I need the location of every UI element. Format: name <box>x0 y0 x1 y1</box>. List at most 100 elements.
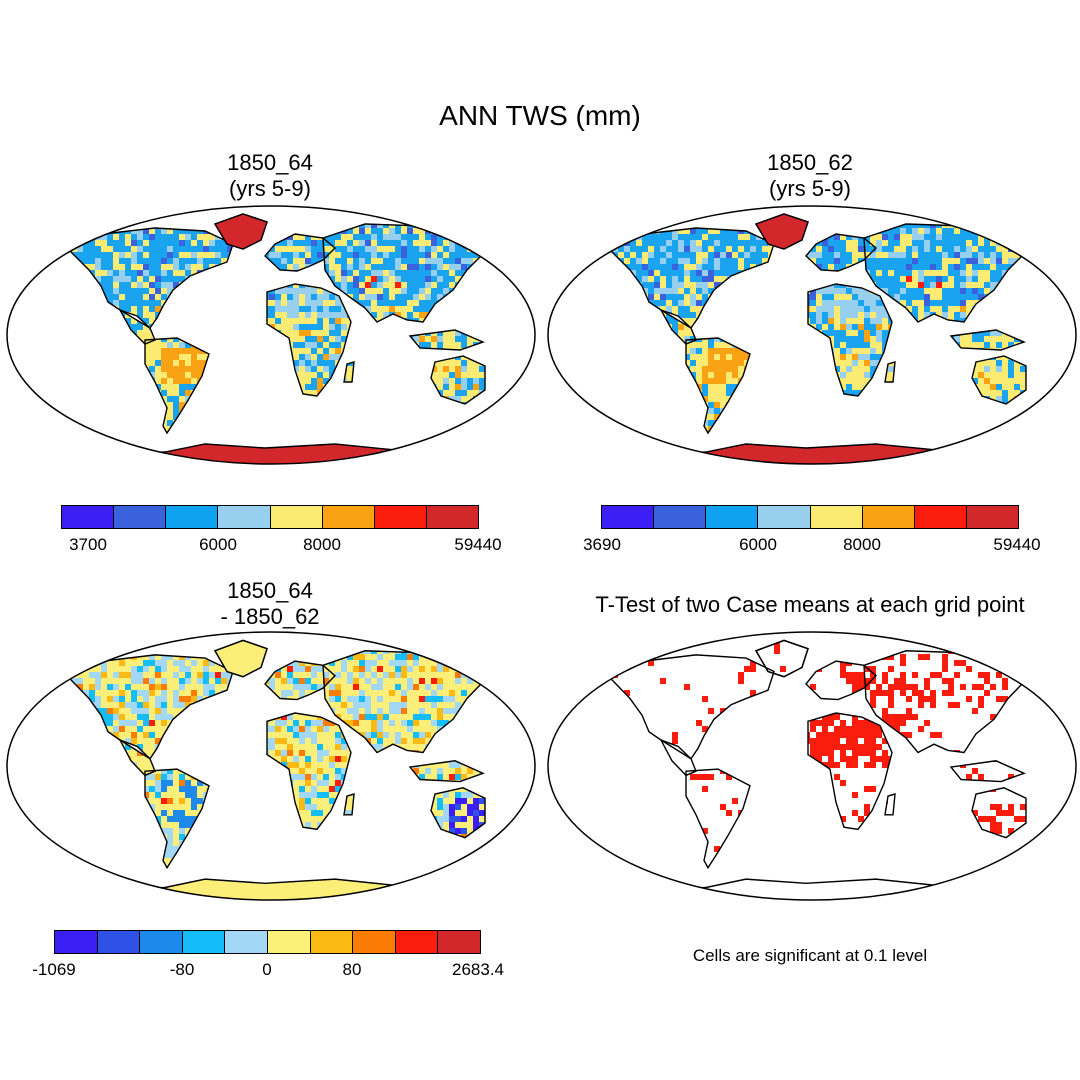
colorbar-difference-label: 0 <box>262 960 272 979</box>
cb1-swatch <box>114 506 167 528</box>
cb1-swatch <box>166 506 219 528</box>
map-border <box>6 205 536 465</box>
colorbar-panel1-label: 6000 <box>199 535 237 554</box>
antarctica <box>98 878 485 900</box>
panel1-title-line2: (yrs 5-9) <box>229 176 311 201</box>
coastline <box>884 361 896 383</box>
panel4-title: T-Test of two Case means at each grid po… <box>595 592 1025 617</box>
coastline <box>343 793 355 816</box>
coastline <box>971 787 1027 839</box>
coastline <box>949 329 1026 351</box>
panel1-title-line1: 1850_64 <box>227 150 313 175</box>
coastline <box>63 227 234 330</box>
cb2-swatch <box>966 506 1018 528</box>
map-panel-1850-64 <box>6 205 536 465</box>
cb1-swatch <box>62 506 115 528</box>
cb3-swatch <box>140 931 183 953</box>
cb2-swatch <box>810 506 863 528</box>
cb3-swatch <box>55 931 98 953</box>
cb2-swatch <box>706 506 759 528</box>
cb1-swatch <box>374 506 427 528</box>
colorbar-difference-label: 80 <box>342 960 362 979</box>
cb2-swatch <box>654 506 707 528</box>
cb3-swatch <box>97 931 141 953</box>
cb3-swatch <box>267 931 311 953</box>
map-panel-difference <box>6 631 536 901</box>
coastline <box>264 660 337 701</box>
coastline <box>504 834 514 853</box>
panel3-title: 1850_64 - 1850_62 <box>130 578 410 630</box>
colorbar-panel1-label: 3700 <box>69 535 107 554</box>
cb1-swatch <box>322 506 375 528</box>
coastline <box>63 654 234 760</box>
coastline <box>144 768 210 870</box>
panel3-title-line2: - 1850_62 <box>220 604 320 629</box>
cb3-swatch <box>225 931 268 953</box>
coastline <box>807 283 893 397</box>
colorbar-difference-label: -1069 <box>32 960 76 979</box>
map-border <box>6 631 536 901</box>
coastline <box>1045 400 1055 419</box>
cb1-swatch <box>270 506 323 528</box>
coastline <box>604 227 775 330</box>
coastline <box>430 787 486 839</box>
coastline <box>971 355 1027 405</box>
panel1-title: 1850_64 (yrs 5-9) <box>130 150 410 202</box>
coastline <box>685 768 751 870</box>
colorbar-difference <box>54 930 481 954</box>
significance-note: Cells are significant at 0.1 level <box>692 946 928 965</box>
panel3-title-line1: 1850_64 <box>227 578 313 603</box>
colorbar-panel2-label: 6000 <box>739 535 777 554</box>
map-panel-1850-62 <box>547 205 1077 465</box>
coastline <box>118 738 156 777</box>
colorbar-panel2-label: 3690 <box>583 535 621 554</box>
coastline <box>118 308 156 345</box>
panel2-title-line2: (yrs 5-9) <box>769 176 851 201</box>
map-panel-ttest <box>547 631 1077 901</box>
coastline <box>604 654 775 760</box>
cb2-swatch <box>602 506 655 528</box>
coastline <box>266 283 352 397</box>
cb2-swatch <box>914 506 967 528</box>
cb2-swatch <box>862 506 915 528</box>
coastline <box>949 760 1026 783</box>
antarctica <box>639 878 1026 900</box>
coastline <box>408 760 485 783</box>
coastline <box>884 793 896 816</box>
colorbar-difference-label: 2683.4 <box>452 960 504 979</box>
cb3-swatch <box>353 931 396 953</box>
antarctica <box>639 443 1026 464</box>
coastline <box>430 355 486 405</box>
cb1-swatch <box>218 506 271 528</box>
figure-title: ANN TWS (mm) <box>439 100 641 131</box>
colorbar-panel2 <box>601 505 1019 529</box>
coastline <box>343 361 355 383</box>
coastline <box>659 738 697 777</box>
coastline <box>408 329 485 351</box>
cb1-swatch <box>426 506 478 528</box>
cb3-swatch <box>310 931 354 953</box>
panel2-title: 1850_62 (yrs 5-9) <box>670 150 950 202</box>
coastline <box>807 712 893 831</box>
colorbar-panel1 <box>61 505 479 529</box>
cb3-swatch <box>182 931 226 953</box>
map-border <box>547 631 1077 901</box>
coastline <box>144 337 210 435</box>
map-border <box>547 205 1077 465</box>
coastline <box>659 308 697 345</box>
coastline <box>685 337 751 435</box>
colorbar-panel1-label: 59440 <box>454 535 502 554</box>
antarctica <box>98 443 485 464</box>
colorbar-panel1-label: 8000 <box>303 535 341 554</box>
coastline <box>266 712 352 831</box>
cb3-swatch <box>395 931 439 953</box>
cb3-swatch <box>438 931 480 953</box>
colorbar-panel2-label: 59440 <box>993 535 1041 554</box>
colorbar-difference-label: -80 <box>169 960 195 979</box>
coastline <box>805 660 878 701</box>
panel2-title-line1: 1850_62 <box>767 150 853 175</box>
coastline <box>1045 834 1055 853</box>
coastline <box>504 400 514 419</box>
cb2-swatch <box>758 506 811 528</box>
coastline <box>805 233 878 272</box>
